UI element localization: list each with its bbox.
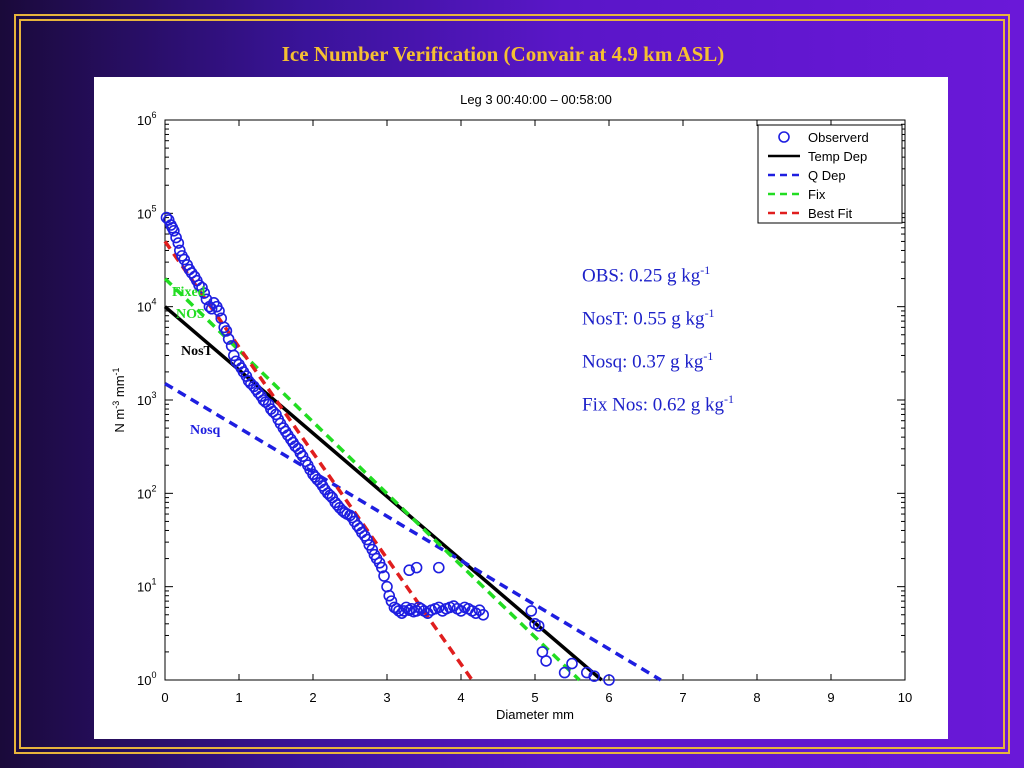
x-tick-label: 5 xyxy=(531,690,538,705)
observed-point xyxy=(558,666,571,679)
observed-point xyxy=(410,561,423,574)
x-tick-label: 3 xyxy=(383,690,390,705)
legend-label: Temp Dep xyxy=(808,149,867,164)
observed-point xyxy=(170,231,182,244)
observed-points xyxy=(160,211,615,686)
y-tick-label: 100 xyxy=(137,670,156,688)
observed-point xyxy=(477,608,490,621)
observed-point xyxy=(222,333,235,345)
stat-obs: OBS: 0.25 g kg-1 xyxy=(582,263,711,287)
y-tick-label: 104 xyxy=(137,297,156,315)
observed-point xyxy=(603,674,615,686)
observed-point xyxy=(378,570,390,582)
legend-label: Q Dep xyxy=(808,168,846,183)
x-axis-label: Diameter mm xyxy=(496,707,574,722)
observed-point xyxy=(294,447,307,459)
observed-point xyxy=(267,405,279,418)
observed-point xyxy=(432,601,445,614)
y-tick-label: 101 xyxy=(137,577,156,595)
annotation-nos: NOS xyxy=(176,307,205,322)
observed-point xyxy=(403,564,416,577)
observed-point xyxy=(172,237,185,249)
slide-frame-inner xyxy=(19,19,1005,749)
observed-point xyxy=(525,605,538,617)
stats-panel: OBS: 0.25 g kg-1 NosT: 0.55 g kg-1 Nosq:… xyxy=(582,263,734,435)
line-q-dep xyxy=(164,382,662,682)
observed-point xyxy=(168,224,180,237)
x-tick-label: 8 xyxy=(753,690,760,705)
x-tick-label: 9 xyxy=(827,690,834,705)
legend-label: Best Fit xyxy=(808,206,852,221)
x-tick-label: 10 xyxy=(898,690,912,705)
stat-fixnos: Fix Nos: 0.62 g kg-1 xyxy=(582,392,734,416)
y-tick-label: 102 xyxy=(137,483,156,501)
annotation-nosq: Nosq xyxy=(190,423,221,438)
y-tick-label: 106 xyxy=(137,110,156,128)
x-tick-label: 4 xyxy=(457,690,464,705)
chart-svg: Leg 3 00:40:00 – 00:58:00 Diameter mm N … xyxy=(111,92,912,722)
observed-point xyxy=(540,655,552,667)
observed-point xyxy=(205,302,218,315)
annotation-nost: NosT xyxy=(181,344,214,359)
x-tick-label: 7 xyxy=(679,690,686,705)
legend-label: Fix xyxy=(808,187,826,202)
observed-point xyxy=(220,325,233,337)
stat-nosq: Nosq: 0.37 g kg-1 xyxy=(582,349,714,373)
observed-point xyxy=(455,605,467,617)
observed-point xyxy=(228,349,240,362)
chart-legend: Observerd Temp Dep Q Dep Fix Best Fit xyxy=(757,124,903,224)
observed-point xyxy=(361,533,373,546)
chart-title: Leg 3 00:40:00 – 00:58:00 xyxy=(460,92,612,107)
legend-label: Observerd xyxy=(808,130,869,145)
line-annotations: Fixed NOS NosT Nosq xyxy=(172,285,221,438)
x-tick-label: 2 xyxy=(309,690,316,705)
slide-frame-outer xyxy=(14,14,1010,754)
observed-point xyxy=(469,607,482,619)
x-tick-label: 0 xyxy=(161,690,168,705)
observed-point xyxy=(213,305,225,317)
y-axis-label: N m-3 mm-1 xyxy=(111,367,127,432)
observed-point xyxy=(174,244,186,257)
x-tick-label: 1 xyxy=(235,690,242,705)
observed-point xyxy=(385,595,398,607)
y-tick-label: 105 xyxy=(137,203,156,221)
chart-panel: Leg 3 00:40:00 – 00:58:00 Diameter mm N … xyxy=(94,77,948,739)
stat-nost: NosT: 0.55 g kg-1 xyxy=(582,306,715,330)
observed-point xyxy=(588,670,601,682)
annotation-fixed: Fixed xyxy=(172,285,206,300)
observed-point xyxy=(383,589,396,602)
legend-marker xyxy=(778,131,790,143)
observed-point xyxy=(376,561,388,574)
observed-point xyxy=(432,561,445,574)
y-tick-label: 103 xyxy=(137,390,156,408)
observed-point xyxy=(566,657,578,670)
x-tick-label: 6 xyxy=(605,690,612,705)
observed-point xyxy=(532,620,545,632)
observed-point xyxy=(196,281,208,294)
observed-point xyxy=(198,287,211,299)
observed-point xyxy=(193,279,205,291)
line-fix xyxy=(163,277,581,682)
slide-title: Ice Number Verification (Convair at 4.9 … xyxy=(281,42,725,66)
observed-point xyxy=(366,543,379,556)
